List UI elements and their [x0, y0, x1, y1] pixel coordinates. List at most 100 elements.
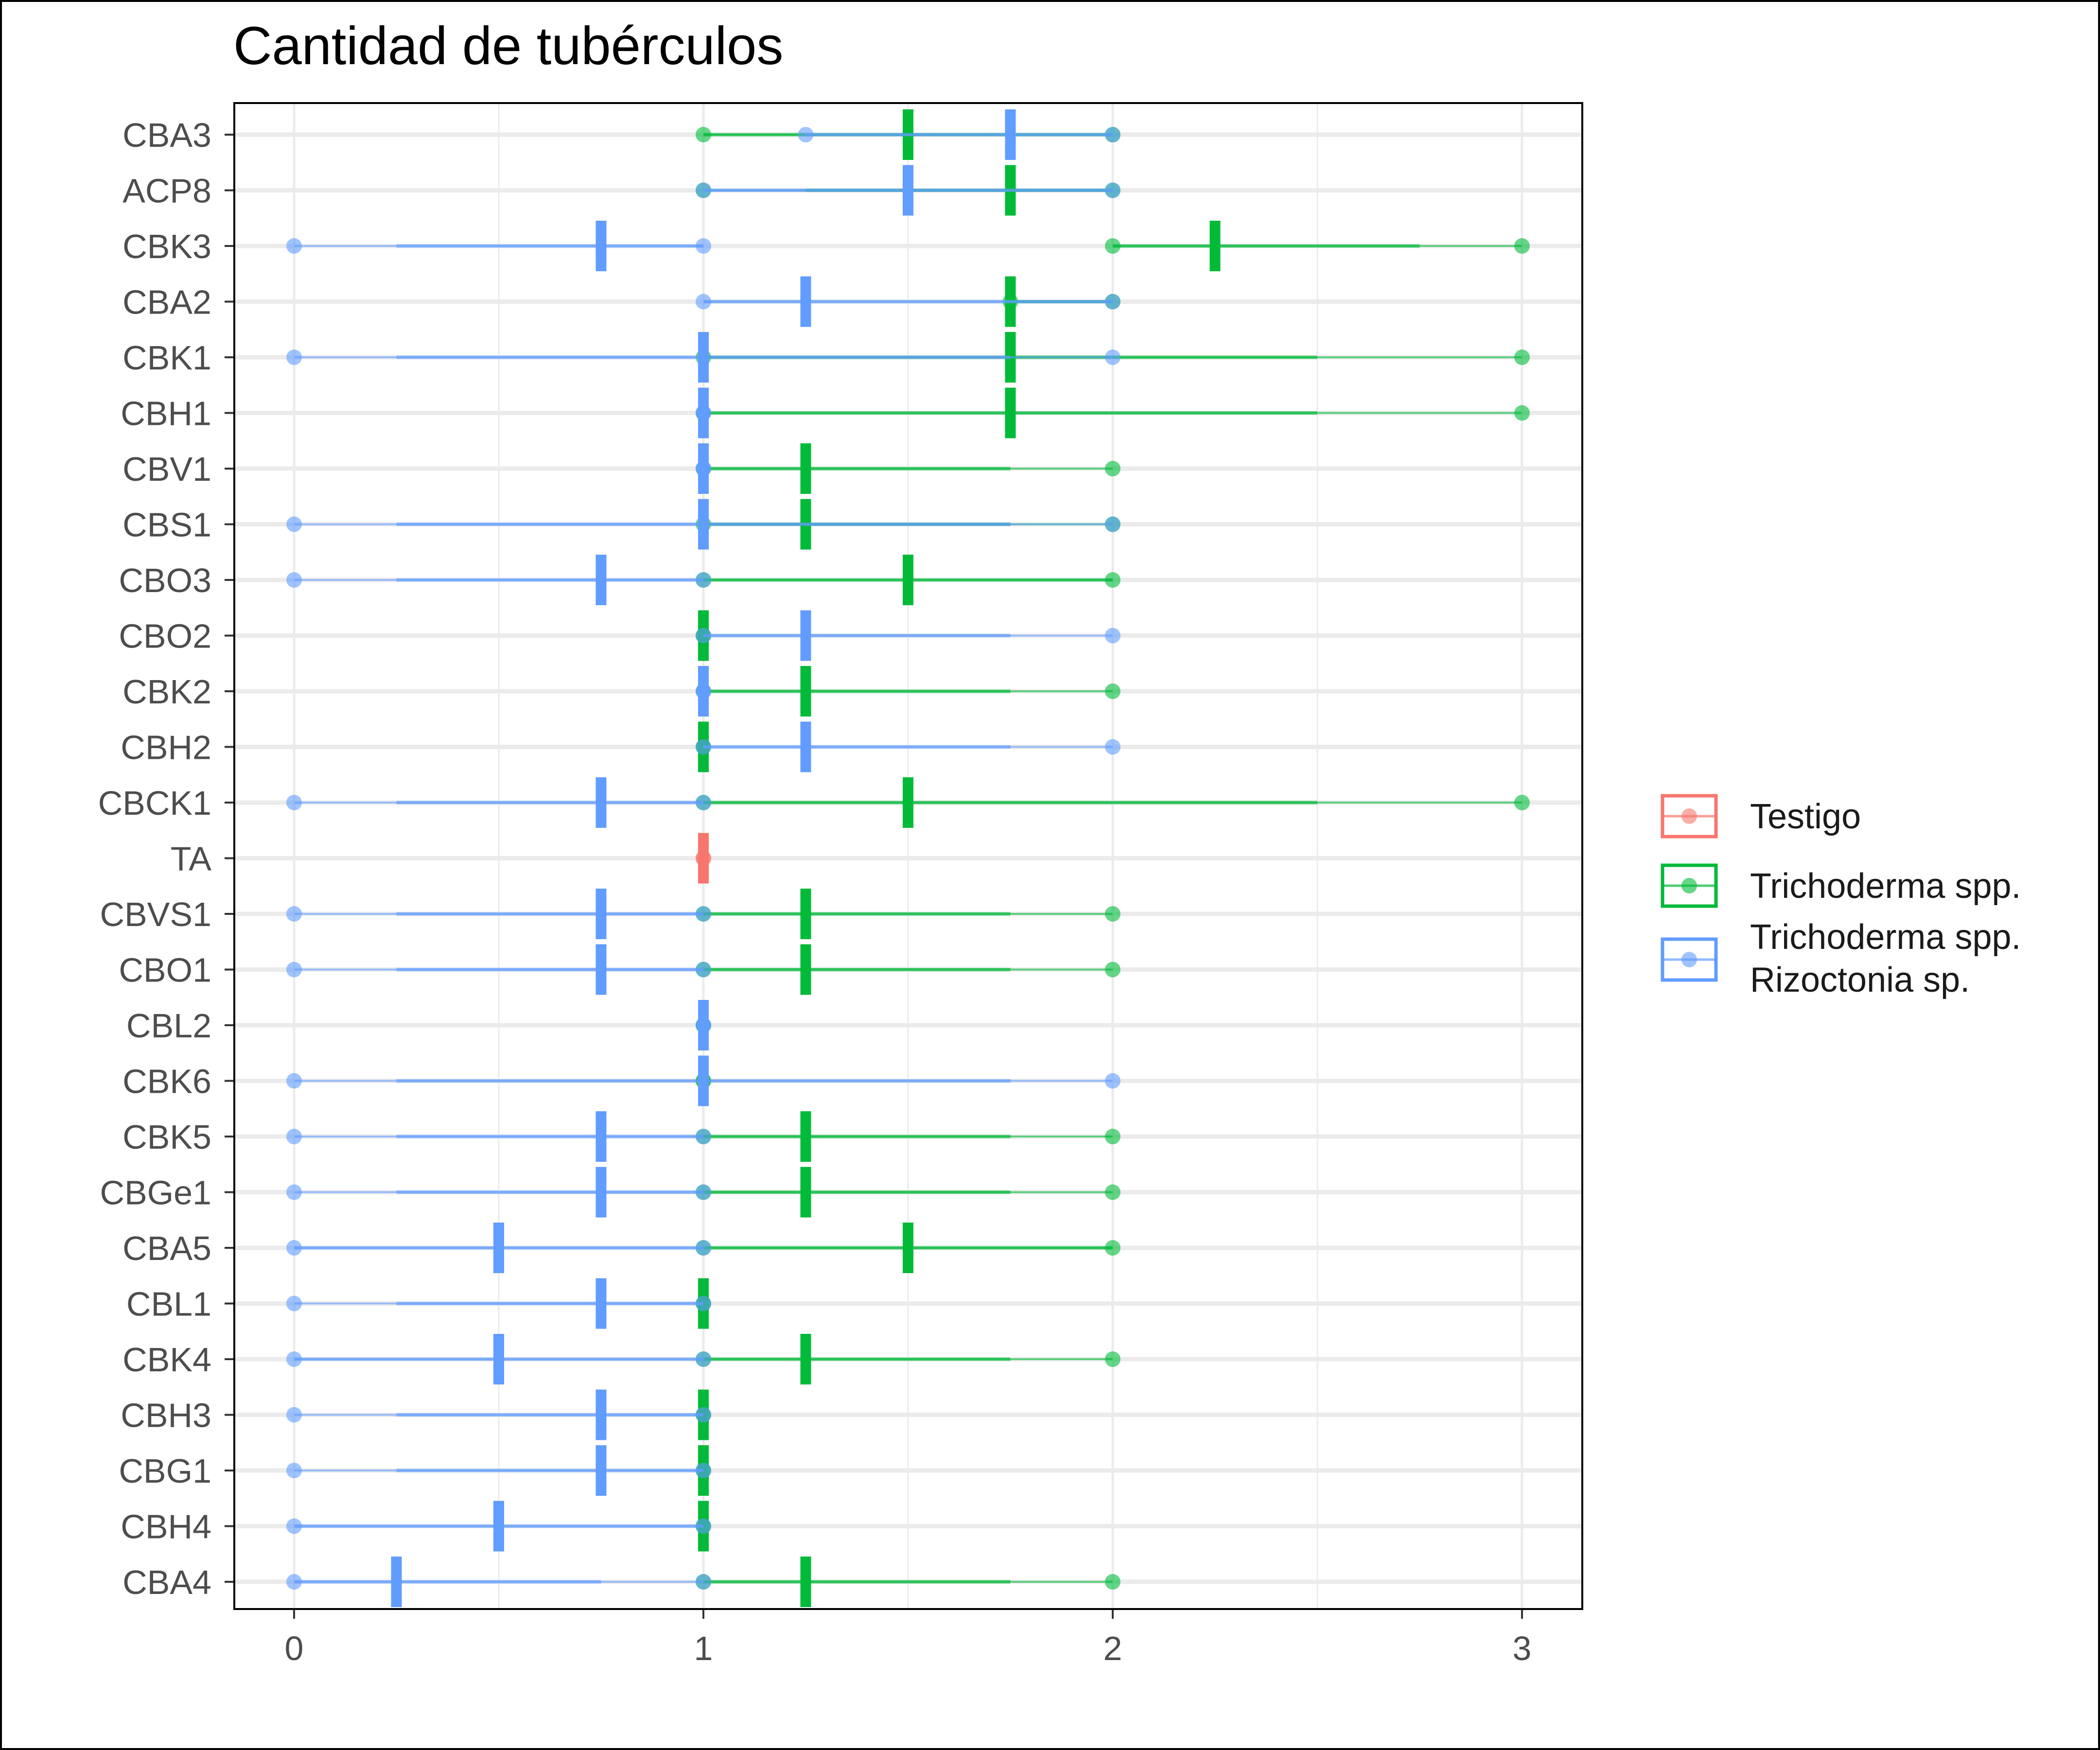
range-endpoint: [696, 1574, 711, 1590]
range-endpoint: [696, 127, 711, 142]
y-tick-label: CBA3: [122, 116, 211, 154]
mean-marker: [800, 610, 811, 661]
range-endpoint: [1105, 516, 1120, 532]
mean-marker: [698, 499, 709, 550]
range-endpoint: [1514, 350, 1530, 365]
range-endpoint: [1514, 795, 1530, 810]
range-endpoint: [1105, 962, 1120, 978]
mean-marker: [698, 1055, 709, 1106]
y-tick-label: CBH3: [121, 1397, 211, 1435]
range-endpoint: [696, 628, 711, 644]
range-endpoint: [1105, 238, 1120, 254]
range-endpoint: [696, 1518, 711, 1534]
y-tick-label: CBK2: [122, 673, 211, 711]
mean-marker: [698, 443, 709, 494]
mean-marker: [595, 889, 607, 939]
mean-marker: [595, 1111, 607, 1162]
mean-marker: [800, 443, 811, 494]
range-endpoint: [1105, 683, 1120, 699]
mean-marker: [595, 1389, 607, 1440]
mean-marker: [1005, 109, 1016, 160]
mean-marker: [698, 833, 709, 884]
range-endpoint: [696, 1463, 711, 1478]
range-endpoint: [696, 1295, 711, 1312]
range-endpoint: [286, 1463, 302, 1478]
range-endpoint: [696, 294, 711, 310]
plot-panel-border: [233, 102, 1583, 1610]
legend-label: Trichoderma spp.: [1750, 867, 2021, 906]
legend-label: Testigo: [1750, 797, 1861, 836]
y-tick-label: CBO2: [119, 617, 211, 655]
y-tick-label: CBK3: [122, 228, 211, 265]
range-endpoint: [286, 1574, 302, 1590]
y-tick-label: CBH2: [121, 729, 211, 767]
mean-marker: [595, 1445, 607, 1496]
range-endpoint: [1105, 182, 1120, 198]
range-endpoint: [286, 962, 302, 978]
mean-marker: [698, 332, 709, 383]
range-endpoint: [286, 350, 302, 365]
y-axis-category-labels: CBA3 ACP8 CBK3 CBA2 CBK1 CBH1 CBV1 CBS1 CBO3 CBO2…: [98, 116, 234, 1601]
range-endpoint: [696, 1129, 711, 1144]
range-endpoint: [286, 1129, 302, 1144]
grid-lines: [234, 103, 1582, 1609]
y-tick-label: CBK4: [122, 1341, 211, 1379]
mean-marker: [800, 276, 811, 327]
range-endpoint: [696, 1184, 711, 1200]
range-endpoint: [1105, 350, 1120, 365]
range-endpoint: [286, 906, 302, 922]
range-endpoint: [1105, 1184, 1120, 1200]
legend-key-point: [1681, 952, 1697, 967]
mean-marker: [800, 666, 811, 717]
mean-marker: [493, 1223, 504, 1273]
range-endpoint: [696, 1407, 711, 1423]
range-endpoint: [286, 238, 302, 254]
range-endpoint: [1105, 1240, 1120, 1256]
range-endpoint: [696, 906, 711, 922]
range-endpoint: [286, 516, 302, 532]
mean-marker: [800, 944, 811, 995]
y-tick-label: CBL2: [126, 1007, 211, 1045]
y-tick-label: CBH1: [121, 395, 211, 433]
y-tick-label: CBA4: [122, 1563, 211, 1601]
y-tick-label: ACP8: [122, 172, 211, 210]
y-tick-label: CBA5: [122, 1229, 211, 1267]
legend: Testigo Trichoderma spp. Trichoderma spp. R…: [1661, 794, 2021, 999]
mean-marker: [698, 1000, 709, 1050]
range-endpoint: [1105, 294, 1120, 310]
range-endpoint: [1514, 405, 1530, 421]
range-endpoint: [798, 127, 814, 142]
y-tick-label: TA: [171, 840, 212, 878]
range-endpoint: [696, 739, 711, 755]
y-tick-label: CBH4: [121, 1508, 211, 1546]
range-endpoint: [1105, 739, 1120, 755]
legend-key-point: [1681, 878, 1697, 893]
mean-marker: [1209, 221, 1221, 271]
series-3: [286, 109, 1120, 1607]
range-endpoint: [696, 795, 711, 810]
range-endpoint: [286, 1351, 302, 1367]
mean-marker: [800, 889, 811, 939]
range-endpoint: [1105, 1574, 1120, 1590]
mean-marker: [595, 555, 607, 605]
range-endpoint: [696, 182, 711, 198]
range-endpoint: [286, 1073, 302, 1089]
legend-label: Trichoderma spp. Rizoctonia sp.: [1750, 918, 2021, 999]
mean-marker: [595, 1167, 607, 1218]
legend-item: Trichoderma spp. Rizoctonia sp.: [1661, 918, 2021, 999]
range-endpoint: [286, 1295, 302, 1312]
legend-item: Trichoderma spp.: [1661, 863, 2021, 908]
range-endpoint: [286, 1518, 302, 1534]
mean-marker: [698, 387, 709, 438]
x-axis-ticks: 0 1 2 3: [285, 1609, 1531, 1667]
range-endpoint: [286, 1407, 302, 1423]
y-tick-label: CBO1: [119, 951, 211, 989]
mean-marker: [595, 777, 607, 828]
y-tick-label: CBK6: [122, 1063, 211, 1101]
y-tick-label: CBA2: [122, 283, 211, 321]
mean-marker: [903, 1223, 913, 1273]
chart-title: Cantidad de tubérculos: [233, 16, 783, 76]
x-tick-label: 0: [285, 1629, 304, 1667]
range-endpoint: [1514, 238, 1530, 254]
